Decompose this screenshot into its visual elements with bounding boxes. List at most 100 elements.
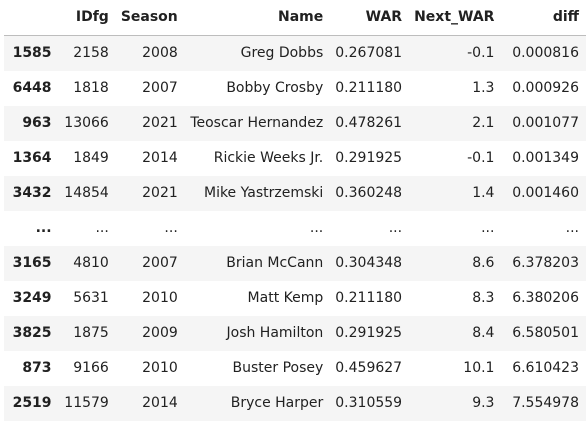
cell-season: 2008 bbox=[142, 45, 178, 61]
cell-name: Matt Kemp bbox=[247, 290, 324, 306]
row-index: ... bbox=[35, 220, 52, 236]
header-season: Season bbox=[115, 0, 185, 36]
header-row: IDfg Season Name WAR Next_WAR diff bbox=[4, 0, 586, 36]
cell-diff: 0.000926 bbox=[512, 80, 579, 96]
cell-next-war: -0.1 bbox=[467, 150, 495, 166]
cell-war: 0.360248 bbox=[335, 185, 403, 201]
table-row: 873 9166 2010 Buster Posey 0.459627 10.1… bbox=[4, 351, 586, 386]
cell-idfg: 4810 bbox=[73, 255, 109, 271]
cell-season: 2014 bbox=[142, 395, 178, 411]
cell-season: 2014 bbox=[142, 150, 178, 166]
cell-idfg: 11579 bbox=[64, 395, 109, 411]
cell-season: 2010 bbox=[142, 290, 178, 306]
row-index: 2519 bbox=[12, 395, 52, 411]
cell-war: 0.267081 bbox=[335, 45, 403, 61]
cell-diff: 6.580501 bbox=[512, 325, 579, 341]
cell-diff: 0.001460 bbox=[512, 185, 579, 201]
row-index: 963 bbox=[22, 115, 52, 131]
cell-name: Teoscar Hernandez bbox=[190, 115, 324, 131]
table-row: 3825 1875 2009 Josh Hamilton 0.291925 8.… bbox=[4, 316, 586, 351]
row-index: 3165 bbox=[12, 255, 52, 271]
header-index bbox=[4, 0, 59, 36]
cell-diff: 6.610423 bbox=[512, 360, 579, 376]
row-index: 6448 bbox=[12, 80, 52, 96]
cell-season: ... bbox=[164, 220, 178, 236]
cell-idfg: ... bbox=[95, 220, 109, 236]
cell-next-war: 8.6 bbox=[472, 255, 495, 271]
cell-diff: 0.001349 bbox=[512, 150, 579, 166]
row-index: 1364 bbox=[12, 150, 52, 166]
cell-next-war: 1.3 bbox=[472, 80, 495, 96]
cell-idfg: 1818 bbox=[73, 80, 109, 96]
cell-season: 2007 bbox=[142, 255, 178, 271]
table-row: 2519 11579 2014 Bryce Harper 0.310559 9.… bbox=[4, 386, 586, 421]
cell-next-war: 10.1 bbox=[463, 360, 495, 376]
cell-season: 2010 bbox=[142, 360, 178, 376]
cell-diff: 0.000816 bbox=[512, 45, 579, 61]
row-index: 3432 bbox=[12, 185, 52, 201]
row-index: 3249 bbox=[12, 290, 52, 306]
dataframe-table: IDfg Season Name WAR Next_WAR diff 1585 … bbox=[4, 0, 586, 421]
cell-idfg: 1875 bbox=[73, 325, 109, 341]
cell-next-war: -0.1 bbox=[467, 45, 495, 61]
cell-diff: 6.378203 bbox=[512, 255, 579, 271]
cell-next-war: 8.4 bbox=[472, 325, 495, 341]
cell-name: Bryce Harper bbox=[230, 395, 324, 411]
cell-name: Josh Hamilton bbox=[226, 325, 324, 341]
cell-name: Bobby Crosby bbox=[226, 80, 324, 96]
cell-war: 0.291925 bbox=[335, 150, 403, 166]
table-row: 1585 2158 2008 Greg Dobbs 0.267081 -0.1 … bbox=[4, 35, 586, 71]
cell-idfg: 1849 bbox=[73, 150, 109, 166]
cell-war: 0.211180 bbox=[335, 80, 403, 96]
cell-next-war: ... bbox=[481, 220, 495, 236]
cell-idfg: 14854 bbox=[64, 185, 109, 201]
row-index: 873 bbox=[22, 360, 52, 376]
header-war: WAR bbox=[330, 0, 410, 36]
cell-war: 0.478261 bbox=[335, 115, 403, 131]
cell-next-war: 1.4 bbox=[472, 185, 495, 201]
table-row: 6448 1818 2007 Bobby Crosby 0.211180 1.3… bbox=[4, 71, 586, 106]
row-index: 3825 bbox=[12, 325, 52, 341]
cell-idfg: 2158 bbox=[73, 45, 109, 61]
cell-war: ... bbox=[388, 220, 403, 236]
cell-season: 2021 bbox=[142, 115, 178, 131]
ellipsis-row: ... ... ... ... ... ... ... bbox=[4, 211, 586, 246]
header-name: Name bbox=[184, 0, 331, 36]
table-body: 1585 2158 2008 Greg Dobbs 0.267081 -0.1 … bbox=[4, 35, 586, 421]
header-idfg: IDfg bbox=[58, 0, 116, 36]
cell-war: 0.291925 bbox=[335, 325, 403, 341]
cell-next-war: 8.3 bbox=[472, 290, 495, 306]
cell-next-war: 2.1 bbox=[472, 115, 495, 131]
cell-diff: 0.001077 bbox=[512, 115, 579, 131]
table-header: IDfg Season Name WAR Next_WAR diff bbox=[4, 0, 586, 36]
cell-war: 0.310559 bbox=[335, 395, 403, 411]
cell-idfg: 9166 bbox=[73, 360, 109, 376]
cell-diff: 6.380206 bbox=[512, 290, 579, 306]
table-row: 3165 4810 2007 Brian McCann 0.304348 8.6… bbox=[4, 246, 586, 281]
cell-season: 2021 bbox=[142, 185, 178, 201]
table-row: 3249 5631 2010 Matt Kemp 0.211180 8.3 6.… bbox=[4, 281, 586, 316]
cell-season: 2007 bbox=[142, 80, 178, 96]
cell-season: 2009 bbox=[142, 325, 178, 341]
cell-diff: ... bbox=[565, 220, 579, 236]
table-row: 1364 1849 2014 Rickie Weeks Jr. 0.291925… bbox=[4, 141, 586, 176]
header-diff: diff bbox=[501, 0, 586, 36]
cell-name: Buster Posey bbox=[232, 360, 324, 376]
cell-idfg: 5631 bbox=[73, 290, 109, 306]
cell-name: Mike Yastrzemski bbox=[203, 185, 324, 201]
row-index: 1585 bbox=[12, 45, 52, 61]
cell-name: Brian McCann bbox=[226, 255, 324, 271]
dataframe-output: IDfg Season Name WAR Next_WAR diff 1585 … bbox=[4, 0, 586, 421]
header-next-war: Next_WAR bbox=[409, 0, 502, 36]
cell-name: Greg Dobbs bbox=[240, 45, 324, 61]
table-row: 3432 14854 2021 Mike Yastrzemski 0.36024… bbox=[4, 176, 586, 211]
cell-name: ... bbox=[309, 220, 324, 236]
cell-diff: 7.554978 bbox=[512, 395, 579, 411]
cell-name: Rickie Weeks Jr. bbox=[213, 150, 324, 166]
cell-war: 0.304348 bbox=[335, 255, 403, 271]
table-row: 963 13066 2021 Teoscar Hernandez 0.47826… bbox=[4, 106, 586, 141]
cell-war: 0.211180 bbox=[335, 290, 403, 306]
cell-idfg: 13066 bbox=[64, 115, 109, 131]
cell-war: 0.459627 bbox=[335, 360, 403, 376]
cell-next-war: 9.3 bbox=[472, 395, 495, 411]
